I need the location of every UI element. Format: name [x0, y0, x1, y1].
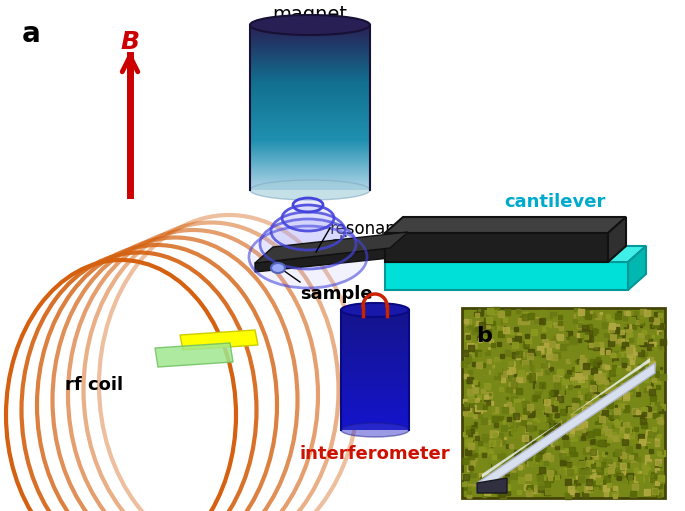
Polygon shape: [482, 358, 650, 478]
Polygon shape: [477, 363, 655, 493]
Ellipse shape: [250, 15, 370, 35]
Ellipse shape: [271, 263, 285, 273]
Text: b: b: [476, 326, 492, 346]
Ellipse shape: [341, 303, 409, 317]
Polygon shape: [255, 232, 408, 263]
Ellipse shape: [273, 214, 343, 248]
Ellipse shape: [341, 423, 409, 437]
Ellipse shape: [262, 221, 354, 267]
Text: cantilever: cantilever: [504, 193, 606, 211]
Ellipse shape: [250, 180, 370, 200]
Polygon shape: [477, 478, 507, 493]
Ellipse shape: [251, 227, 365, 287]
Polygon shape: [255, 248, 390, 272]
Polygon shape: [180, 330, 258, 350]
Polygon shape: [608, 217, 626, 262]
Polygon shape: [385, 217, 626, 233]
Polygon shape: [385, 246, 646, 262]
Polygon shape: [462, 308, 665, 498]
Text: sample: sample: [300, 285, 373, 303]
Polygon shape: [155, 343, 233, 367]
Text: interferometer: interferometer: [299, 445, 450, 463]
Polygon shape: [385, 262, 628, 290]
Ellipse shape: [295, 199, 321, 211]
Text: B: B: [121, 30, 140, 54]
Text: slice: slice: [330, 235, 367, 253]
Text: resonance: resonance: [330, 220, 416, 238]
Text: magnet: magnet: [273, 5, 347, 24]
Polygon shape: [385, 233, 608, 262]
Text: a: a: [22, 20, 40, 48]
Ellipse shape: [284, 206, 332, 229]
Polygon shape: [628, 246, 646, 290]
Text: rf coil: rf coil: [65, 376, 123, 394]
